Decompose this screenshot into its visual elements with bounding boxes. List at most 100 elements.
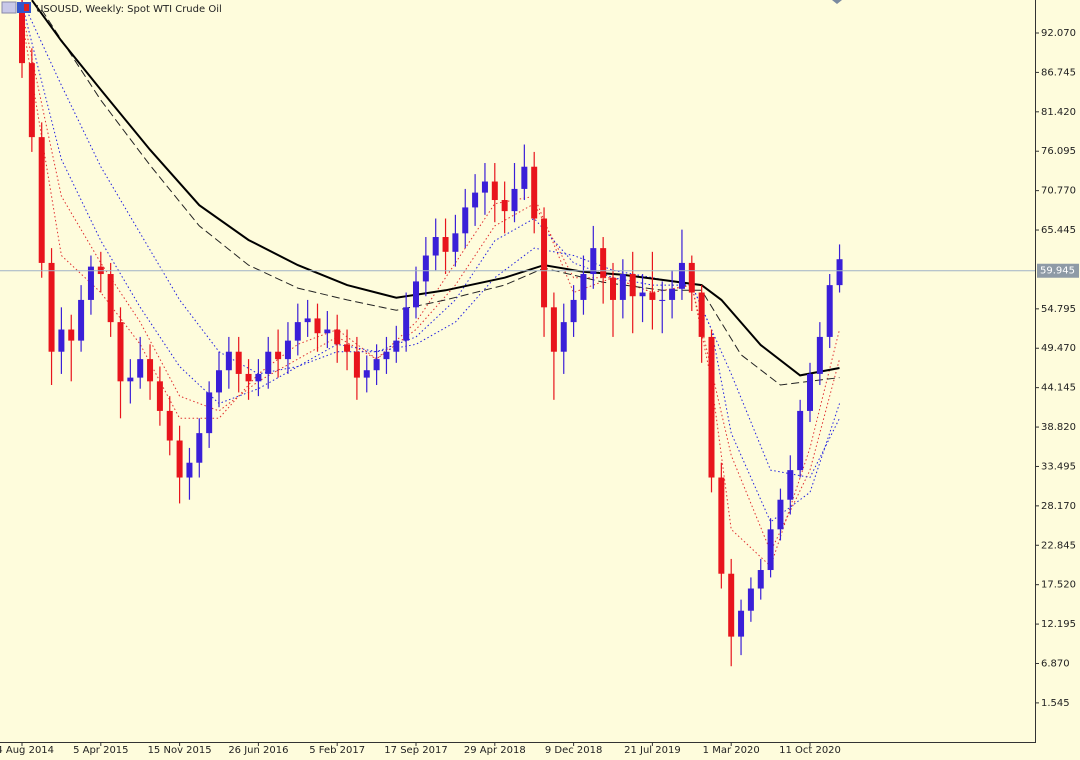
candle-body bbox=[255, 373, 262, 382]
x-tick-label: 5 Feb 2017 bbox=[309, 745, 365, 756]
candle-body bbox=[452, 233, 459, 252]
candle-body bbox=[344, 344, 351, 352]
candle-body bbox=[826, 285, 833, 337]
y-tick-label: 49.470 bbox=[1041, 343, 1076, 354]
x-tick-label: 21 Jul 2019 bbox=[624, 745, 681, 756]
candle-body bbox=[314, 318, 321, 334]
candle-body bbox=[807, 373, 813, 411]
candle-body bbox=[472, 192, 479, 208]
candle-body bbox=[590, 248, 597, 275]
candle-body bbox=[127, 377, 134, 382]
candle-body bbox=[284, 340, 291, 360]
x-tick-label: 24 Aug 2014 bbox=[0, 745, 54, 756]
candle-body bbox=[68, 329, 75, 341]
candle-body bbox=[373, 359, 380, 371]
y-tick-label: 92.070 bbox=[1041, 28, 1076, 39]
candle-body bbox=[413, 281, 419, 308]
candle-body bbox=[580, 274, 587, 300]
candle-body bbox=[462, 207, 469, 234]
y-tick-label: 86.745 bbox=[1041, 67, 1076, 78]
candle-body bbox=[531, 166, 538, 219]
candle-body bbox=[797, 410, 804, 471]
y-tick-label: 22.845 bbox=[1041, 540, 1076, 551]
chart-title: USOUSD, Weekly: Spot WTI Crude Oil bbox=[36, 4, 222, 15]
candle-body bbox=[629, 274, 636, 297]
candle-body bbox=[216, 370, 222, 393]
candle-body bbox=[432, 237, 439, 256]
y-tick-label: 28.170 bbox=[1041, 501, 1076, 512]
marker-icon bbox=[832, 0, 842, 4]
candle-body bbox=[511, 188, 518, 212]
candle-body bbox=[28, 63, 35, 138]
y-tick-label: 6.870 bbox=[1041, 658, 1070, 669]
candle-body bbox=[294, 322, 301, 341]
y-tick-label: 44.145 bbox=[1041, 383, 1076, 394]
candle-body bbox=[334, 329, 341, 345]
candle-body bbox=[442, 237, 449, 252]
candle-body bbox=[678, 262, 685, 289]
moving-average-line bbox=[41, 9, 840, 386]
y-tick-label: 12.195 bbox=[1041, 619, 1076, 630]
candle-body bbox=[541, 218, 548, 308]
y-tick-label: 76.095 bbox=[1041, 146, 1076, 157]
candle-body bbox=[767, 529, 774, 571]
candle-body bbox=[58, 329, 65, 352]
candle-body bbox=[619, 274, 626, 300]
candle-body bbox=[816, 336, 823, 374]
candle-body bbox=[403, 307, 410, 341]
x-tick-label: 1 Mar 2020 bbox=[703, 745, 760, 756]
candle-body bbox=[836, 259, 843, 286]
candle-body bbox=[156, 381, 163, 411]
candle-body bbox=[265, 351, 272, 374]
x-tick-label: 26 Jun 2016 bbox=[228, 745, 288, 756]
y-tick-label: 38.820 bbox=[1041, 422, 1076, 433]
candle-body bbox=[245, 373, 252, 382]
candle-body bbox=[481, 181, 488, 193]
candle-body bbox=[48, 262, 55, 352]
candle-body bbox=[117, 322, 124, 382]
candle-body bbox=[107, 274, 114, 323]
candle-body bbox=[669, 288, 676, 300]
candle-body bbox=[757, 570, 764, 589]
candle-body bbox=[728, 573, 735, 637]
candle-body bbox=[383, 351, 390, 360]
x-tick-label: 29 Apr 2018 bbox=[464, 745, 526, 756]
candle-body bbox=[137, 359, 144, 378]
candle-body bbox=[708, 336, 715, 478]
candle-body bbox=[304, 318, 311, 323]
candle-body bbox=[747, 588, 754, 611]
y-tick-label: 17.520 bbox=[1041, 580, 1076, 591]
candle-body bbox=[324, 329, 331, 334]
chart-icon bbox=[1, 1, 17, 14]
candle-body bbox=[649, 292, 656, 300]
y-tick-label: 1.545 bbox=[1041, 698, 1070, 709]
x-tick-label: 17 Sep 2017 bbox=[384, 745, 447, 756]
y-tick-label: 70.770 bbox=[1041, 186, 1076, 197]
candle-body bbox=[550, 307, 557, 352]
x-tick-label: 9 Dec 2018 bbox=[545, 745, 603, 756]
candle-body bbox=[570, 299, 577, 323]
candle-body bbox=[600, 248, 607, 278]
candle-body bbox=[225, 351, 232, 371]
candle-body bbox=[521, 166, 528, 189]
y-tick-label: 81.420 bbox=[1041, 107, 1076, 118]
candle-body bbox=[639, 292, 646, 297]
candle-body bbox=[777, 499, 784, 530]
candle-body bbox=[87, 266, 94, 300]
moving-average-line bbox=[21, 0, 840, 479]
plot-area bbox=[19, 0, 843, 667]
candle-body bbox=[491, 181, 498, 201]
candle-body bbox=[78, 299, 85, 341]
candle-body bbox=[206, 392, 213, 434]
y-tick-label: 33.495 bbox=[1041, 461, 1076, 472]
candle-body bbox=[38, 137, 45, 263]
last-price-box bbox=[1037, 263, 1079, 278]
chart-icon bbox=[24, 4, 29, 11]
last-price-label: 59.945 bbox=[1040, 266, 1075, 277]
candle-body bbox=[363, 370, 370, 378]
candle-body bbox=[393, 340, 400, 352]
candle-body bbox=[353, 351, 360, 378]
candle-body bbox=[738, 610, 745, 637]
